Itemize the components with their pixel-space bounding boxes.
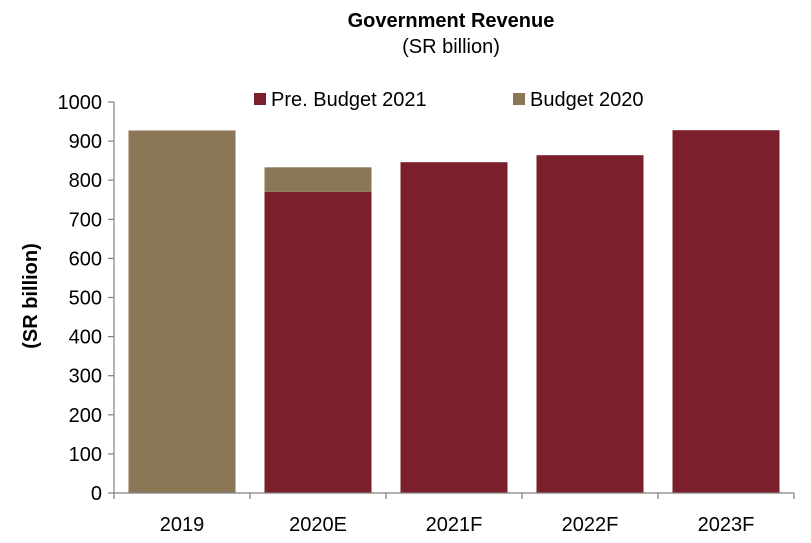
y-tick-label: 700	[69, 209, 102, 231]
bar-pre-budget-2021-2020E	[264, 191, 372, 493]
y-tick-label: 100	[69, 444, 102, 466]
bar-budget-2020-2019	[128, 130, 236, 493]
axes-layer: 0 100 200 300 400 500 600 700 800 900 1000 2019 2020…	[58, 92, 795, 536]
y-tick-label: 0	[91, 483, 102, 505]
legend-swatch-pre-budget-2021	[254, 93, 266, 105]
bar-pre-budget-2021-2022F	[536, 155, 644, 493]
x-tick-label: 2022F	[562, 514, 619, 536]
y-tick-label: 500	[69, 288, 102, 310]
bar-pre-budget-2021-2021F	[400, 162, 508, 493]
y-tick-label: 400	[69, 327, 102, 349]
y-tick-label: 900	[69, 131, 102, 153]
x-tick-label: 2023F	[698, 514, 755, 536]
y-tick-label: 1000	[58, 92, 103, 114]
y-tick-label: 200	[69, 405, 102, 427]
y-tick-label: 600	[69, 248, 102, 270]
x-tick-label: 2019	[160, 514, 205, 536]
bars-layer	[128, 130, 780, 493]
y-axis-label: (SR billion)	[20, 243, 42, 349]
chart-title: Government Revenue	[348, 10, 555, 32]
chart-subtitle: (SR billion)	[402, 36, 500, 58]
x-tick-label: 2021F	[426, 514, 483, 536]
bar-budget-2020-2020E	[264, 167, 372, 192]
legend-label-pre-budget-2021: Pre. Budget 2021	[271, 89, 427, 111]
x-tick-label: 2020E	[289, 514, 347, 536]
legend-label-budget-2020: Budget 2020	[530, 89, 643, 111]
legend-swatch-budget-2020	[513, 93, 525, 105]
legend: Pre. Budget 2021 Budget 2020	[254, 89, 643, 111]
y-tick-label: 800	[69, 170, 102, 192]
y-tick-label: 300	[69, 366, 102, 388]
bar-pre-budget-2021-2023F	[672, 130, 780, 493]
